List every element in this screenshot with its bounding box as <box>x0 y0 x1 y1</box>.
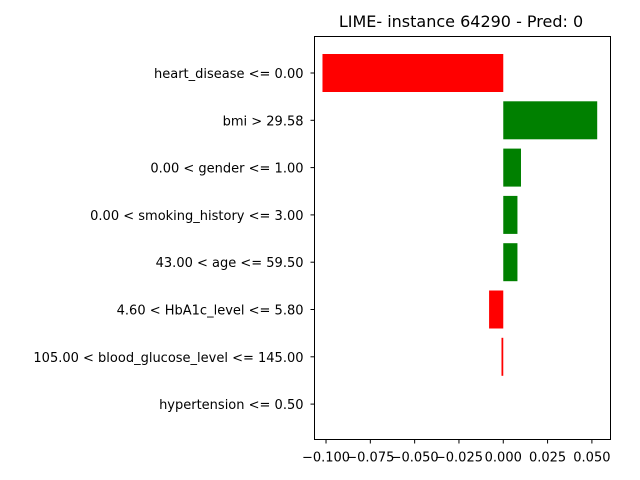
bar <box>501 337 504 376</box>
y-tick-label: 0.00 < smoking_history <= 3.00 <box>90 209 303 224</box>
bar <box>503 195 518 234</box>
x-tick-label: 0.050 <box>573 451 610 466</box>
y-tick-label: hypertension <= 0.50 <box>159 398 303 413</box>
y-tick-label: bmi > 29.58 <box>223 114 304 129</box>
bar <box>503 243 518 282</box>
bars-group <box>322 54 598 376</box>
x-tick-label: −0.075 <box>346 451 394 466</box>
y-tick-label: 0.00 < gender <= 1.00 <box>150 162 303 177</box>
bar <box>503 148 521 187</box>
y-tick-label: heart_disease <= 0.00 <box>154 67 304 82</box>
y-tick-label: 43.00 < age <= 59.50 <box>156 256 304 271</box>
x-tick-label: −0.025 <box>435 451 483 466</box>
bar <box>503 101 598 140</box>
x-tick-label: 0.000 <box>485 451 522 466</box>
y-axis: heart_disease <= 0.00 bmi > 29.58 0.00 < g… <box>33 67 315 413</box>
chart-title: LIME- instance 64290 - Pred: 0 <box>339 12 583 31</box>
plot-frame <box>314 36 611 440</box>
y-tick-label: 4.60 < HbA1c_level <= 5.80 <box>117 304 304 319</box>
bar <box>489 290 504 329</box>
y-tick-label: 105.00 < blood_glucose_level <= 145.00 <box>33 351 303 366</box>
x-tick-label: −0.100 <box>302 451 350 466</box>
x-tick-label: −0.050 <box>391 451 439 466</box>
x-tick-label: 0.025 <box>529 451 566 466</box>
bar <box>322 54 504 92</box>
x-axis: −0.100−0.075−0.050−0.025 0.000 0.025 0.050 <box>302 439 610 466</box>
